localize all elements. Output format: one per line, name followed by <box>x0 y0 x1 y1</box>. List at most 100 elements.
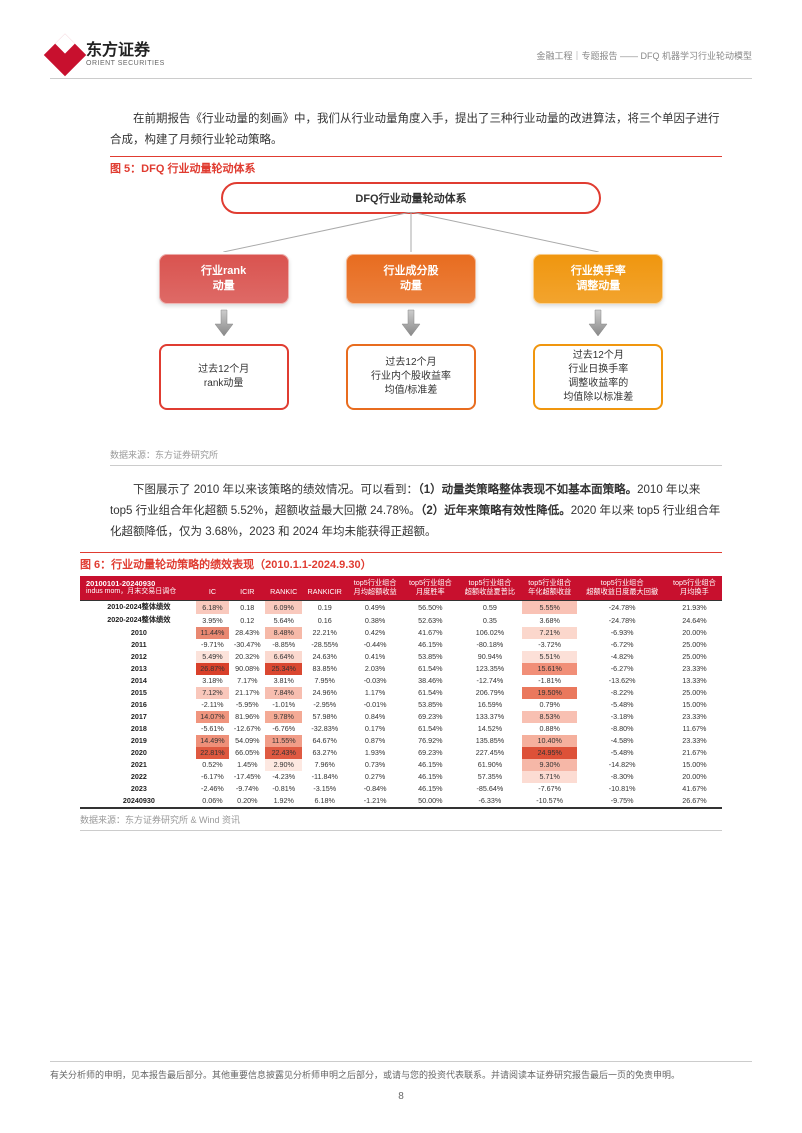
table-cell: -9.74% <box>229 783 265 795</box>
table-cell: 3.68% <box>522 614 578 627</box>
table-cell: 0.49% <box>347 600 403 614</box>
table-cell: 20.00% <box>667 771 722 783</box>
table-cell: 20.32% <box>229 651 265 663</box>
table-cell: 20.00% <box>667 627 722 639</box>
table-cell: -3.15% <box>302 783 347 795</box>
table-cell: 56.50% <box>403 600 458 614</box>
paragraph-1: 在前期报告《行业动量的刻画》中，我们从行业动量角度入手，提出了三种行业动量的改进… <box>110 109 722 150</box>
table-column-header: top5行业组合年化超额收益 <box>522 576 578 600</box>
table-cell: 135.85% <box>458 735 522 747</box>
performance-table: 20100101-20240930indus mom，月末交易日调仓ICICIR… <box>80 576 722 808</box>
table-cell: -0.03% <box>347 675 403 687</box>
table-corner-header: 20100101-20240930indus mom，月末交易日调仓 <box>80 576 196 600</box>
table-cell: 5.71% <box>522 771 578 783</box>
table-cell: -4.58% <box>577 735 666 747</box>
logo-text-en: ORIENT SECURITIES <box>86 60 165 68</box>
table-cell: 61.90% <box>458 759 522 771</box>
row-label: 2013 <box>80 663 196 675</box>
arrow-down-icon <box>396 308 426 338</box>
table-cell: -4.23% <box>265 771 302 783</box>
table-row: 201011.44%28.43%8.48%22.21%0.42%41.67%10… <box>80 627 722 639</box>
table-row: 202022.81%66.05%22.43%63.27%1.93%69.23%2… <box>80 747 722 759</box>
table-cell: 38.46% <box>403 675 458 687</box>
table-cell: -6.27% <box>577 663 666 675</box>
table-cell: 14.49% <box>196 735 229 747</box>
table-cell: 46.15% <box>403 759 458 771</box>
table-cell: 7.96% <box>302 759 347 771</box>
table-cell: 61.54% <box>403 723 458 735</box>
diagram-factor-box: 行业rank动量 <box>159 254 289 304</box>
table-row: 202409300.06%0.20%1.92%6.18%-1.21%50.00%… <box>80 795 722 808</box>
table-cell: 41.67% <box>667 783 722 795</box>
row-label: 2012 <box>80 651 196 663</box>
table-row: 20157.12%21.17%7.84%24.96%1.17%61.54%206… <box>80 687 722 699</box>
table-cell: -5.48% <box>577 699 666 711</box>
table-cell: -10.57% <box>522 795 578 808</box>
table-cell: -30.47% <box>229 639 265 651</box>
table-cell: 0.27% <box>347 771 403 783</box>
table-cell: -5.95% <box>229 699 265 711</box>
table-cell: 6.09% <box>265 600 302 614</box>
table-cell: 90.08% <box>229 663 265 675</box>
row-label: 2019 <box>80 735 196 747</box>
table-cell: 23.33% <box>667 711 722 723</box>
table-cell: 5.55% <box>522 600 578 614</box>
table-column-header: ICIR <box>229 576 265 600</box>
table-cell: 8.48% <box>265 627 302 639</box>
table-cell: 0.42% <box>347 627 403 639</box>
table-cell: 227.45% <box>458 747 522 759</box>
table-cell: 9.78% <box>265 711 302 723</box>
table-cell: -80.18% <box>458 639 522 651</box>
table-cell: -0.01% <box>347 699 403 711</box>
table-cell: -8.30% <box>577 771 666 783</box>
table-cell: -8.80% <box>577 723 666 735</box>
table-cell: -32.83% <box>302 723 347 735</box>
table-cell: 1.45% <box>229 759 265 771</box>
table-cell: 15.00% <box>667 699 722 711</box>
table-cell: -0.44% <box>347 639 403 651</box>
table-cell: 7.84% <box>265 687 302 699</box>
table-row: 2022-6.17%-17.45%-4.23%-11.84%0.27%46.15… <box>80 771 722 783</box>
table-column-header: RANKICIR <box>302 576 347 600</box>
table-cell: -2.11% <box>196 699 229 711</box>
table-cell: 9.30% <box>522 759 578 771</box>
table-cell: 15.61% <box>522 663 578 675</box>
table-cell: 21.67% <box>667 747 722 759</box>
table-cell: 3.81% <box>265 675 302 687</box>
table-cell: 7.12% <box>196 687 229 699</box>
table-cell: 24.96% <box>302 687 347 699</box>
table-row: 2016-2.11%-5.95%-1.01%-2.95%-0.01%53.85%… <box>80 699 722 711</box>
diagram-factor-box: 行业成分股动量 <box>346 254 476 304</box>
table-cell: -8.85% <box>265 639 302 651</box>
table-cell: 206.79% <box>458 687 522 699</box>
table-cell: -7.67% <box>522 783 578 795</box>
table-cell: -9.71% <box>196 639 229 651</box>
table-row: 201914.49%54.09%11.55%64.67%0.87%76.92%1… <box>80 735 722 747</box>
row-label: 2014 <box>80 675 196 687</box>
table-cell: 52.63% <box>403 614 458 627</box>
table-row: 2018-5.61%-12.67%-6.76%-32.83%0.17%61.54… <box>80 723 722 735</box>
table-cell: -4.82% <box>577 651 666 663</box>
table-column-header: top5行业组合月均换手 <box>667 576 722 600</box>
table-cell: 81.96% <box>229 711 265 723</box>
table-cell: 14.52% <box>458 723 522 735</box>
table-cell: -10.81% <box>577 783 666 795</box>
table-cell: 23.33% <box>667 663 722 675</box>
table-cell: 46.15% <box>403 783 458 795</box>
footer-disclaimer: 有关分析师的申明，见本报告最后部分。其他重要信息披露见分析师申明之后部分，或请与… <box>50 1061 752 1081</box>
table-cell: -5.48% <box>577 747 666 759</box>
row-label: 2020 <box>80 747 196 759</box>
page-header: 东方证券 ORIENT SECURITIES 金融工程｜专题报告 —— DFQ … <box>50 40 752 79</box>
table-cell: 69.23% <box>403 747 458 759</box>
table-cell: 25.00% <box>667 639 722 651</box>
table-cell: 11.44% <box>196 627 229 639</box>
row-label: 2022 <box>80 771 196 783</box>
table-cell: 1.92% <box>265 795 302 808</box>
table-cell: 16.59% <box>458 699 522 711</box>
row-label: 2023 <box>80 783 196 795</box>
table-cell: -3.18% <box>577 711 666 723</box>
figure6-table-wrap: 20100101-20240930indus mom，月末交易日调仓ICICIR… <box>80 576 722 808</box>
table-cell: -0.81% <box>265 783 302 795</box>
figure6-title: 图 6：行业动量轮动策略的绩效表现（2010.1.1-2024.9.30） <box>80 552 722 572</box>
diagram-top-box: DFQ行业动量轮动体系 <box>221 182 601 214</box>
